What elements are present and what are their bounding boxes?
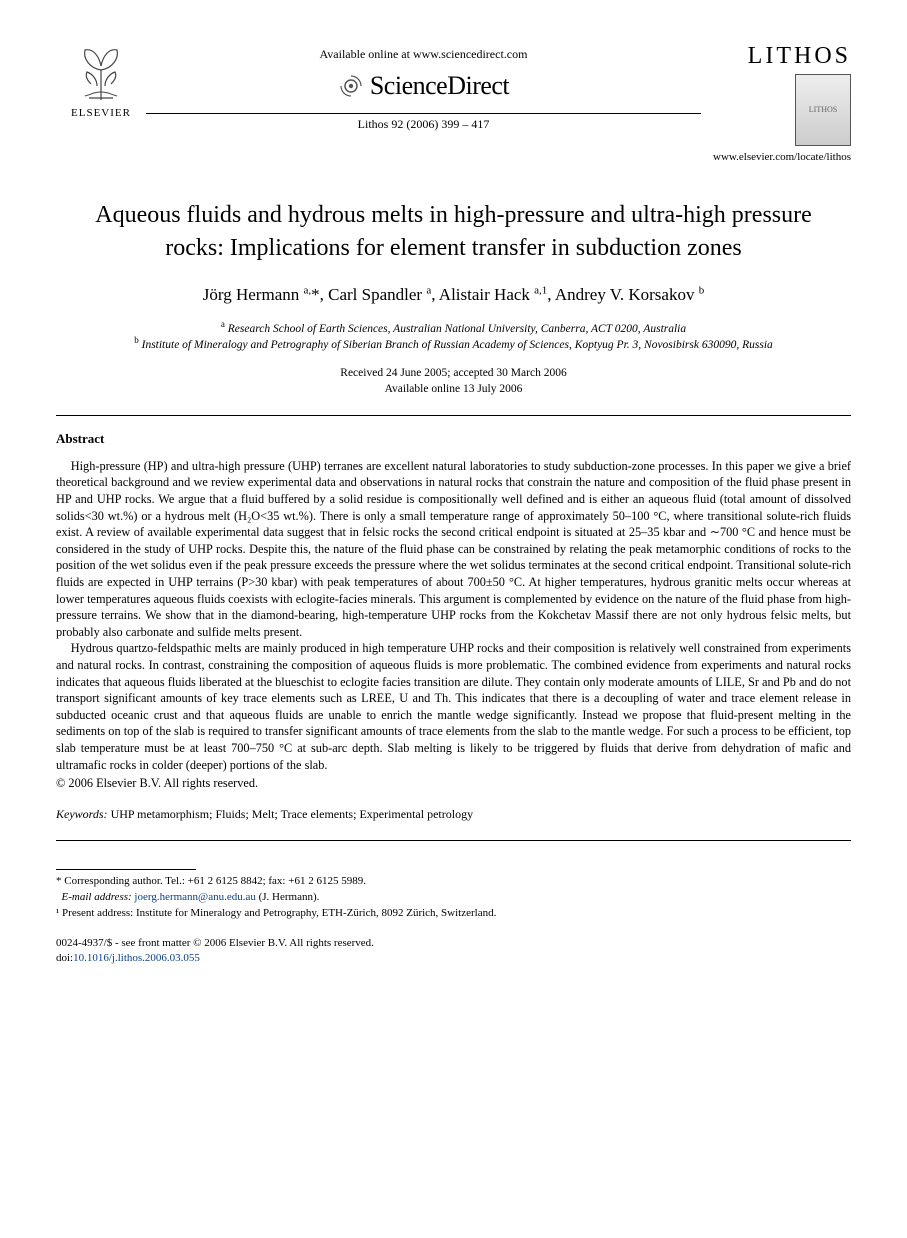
corresponding-email-link[interactable]: joerg.hermann@anu.edu.au	[134, 891, 255, 903]
doi-line: doi:10.1016/j.lithos.2006.03.055	[56, 951, 851, 966]
present-address-footnote: ¹ Present address: Institute for Mineral…	[56, 906, 851, 922]
journal-cover-thumbnail: LITHOS	[795, 74, 851, 146]
elsevier-tree-icon	[69, 40, 133, 104]
bottom-block: 0024-4937/$ - see front matter © 2006 El…	[56, 936, 851, 967]
corresponding-author-footnote: * Corresponding author. Tel.: +61 2 6125…	[56, 874, 851, 890]
journal-reference: Lithos 92 (2006) 399 – 417	[146, 116, 701, 132]
publisher-label: ELSEVIER	[71, 106, 131, 121]
copyright-line: © 2006 Elsevier B.V. All rights reserved…	[56, 775, 851, 792]
abstract-body: High-pressure (HP) and ultra-high pressu…	[56, 458, 851, 773]
center-header: Available online at www.sciencedirect.co…	[146, 40, 701, 132]
footnote-rule	[56, 869, 196, 870]
issn-line: 0024-4937/$ - see front matter © 2006 El…	[56, 936, 851, 951]
journal-url: www.elsevier.com/locate/lithos	[701, 150, 851, 165]
abstract-bottom-rule	[56, 840, 851, 841]
affiliation-b: b Institute of Mineralogy and Petrograph…	[56, 337, 851, 353]
received-accepted-date: Received 24 June 2005; accepted 30 March…	[56, 365, 851, 381]
available-online-text: Available online at www.sciencedirect.co…	[146, 46, 701, 62]
abstract-paragraph-2: Hydrous quartzo-feldspathic melts are ma…	[56, 640, 851, 773]
author-list: Jörg Hermann a,*, Carl Spandler a, Alist…	[56, 284, 851, 307]
keywords-label: Keywords:	[56, 807, 108, 821]
affiliation-a: a Research School of Earth Sciences, Aus…	[56, 321, 851, 337]
article-page: ELSEVIER Available online at www.science…	[0, 0, 907, 997]
header-rule	[146, 113, 701, 114]
email-footnote: E-mail address: joerg.hermann@anu.edu.au…	[56, 890, 851, 906]
doi-label: doi:	[56, 952, 73, 964]
abstract-top-rule	[56, 415, 851, 416]
available-online-date: Available online 13 July 2006	[56, 381, 851, 397]
doi-link[interactable]: 10.1016/j.lithos.2006.03.055	[73, 952, 200, 964]
publisher-logo-block: ELSEVIER	[56, 40, 146, 121]
sciencedirect-text: ScienceDirect	[370, 68, 509, 103]
affiliation-b-text: Institute of Mineralogy and Petrography …	[142, 339, 773, 351]
keywords-text: UHP metamorphism; Fluids; Melt; Trace el…	[108, 807, 474, 821]
affiliation-a-text: Research School of Earth Sciences, Austr…	[228, 323, 686, 335]
article-dates: Received 24 June 2005; accepted 30 March…	[56, 365, 851, 397]
affiliations-block: a Research School of Earth Sciences, Aus…	[56, 321, 851, 353]
email-suffix: (J. Hermann).	[256, 891, 320, 903]
footnotes-block: * Corresponding author. Tel.: +61 2 6125…	[56, 869, 851, 922]
abstract-paragraph-1: High-pressure (HP) and ultra-high pressu…	[56, 458, 851, 641]
sciencedirect-swirl-icon	[338, 73, 364, 99]
abstract-heading: Abstract	[56, 430, 851, 448]
keywords-block: Keywords: UHP metamorphism; Fluids; Melt…	[56, 806, 851, 822]
email-label: E-mail address:	[62, 891, 132, 903]
page-header: ELSEVIER Available online at www.science…	[56, 40, 851, 165]
article-title: Aqueous fluids and hydrous melts in high…	[86, 199, 821, 264]
journal-brand-block: LITHOS LITHOS www.elsevier.com/locate/li…	[701, 40, 851, 165]
journal-name: LITHOS	[701, 40, 851, 72]
sciencedirect-logo: ScienceDirect	[338, 68, 509, 103]
